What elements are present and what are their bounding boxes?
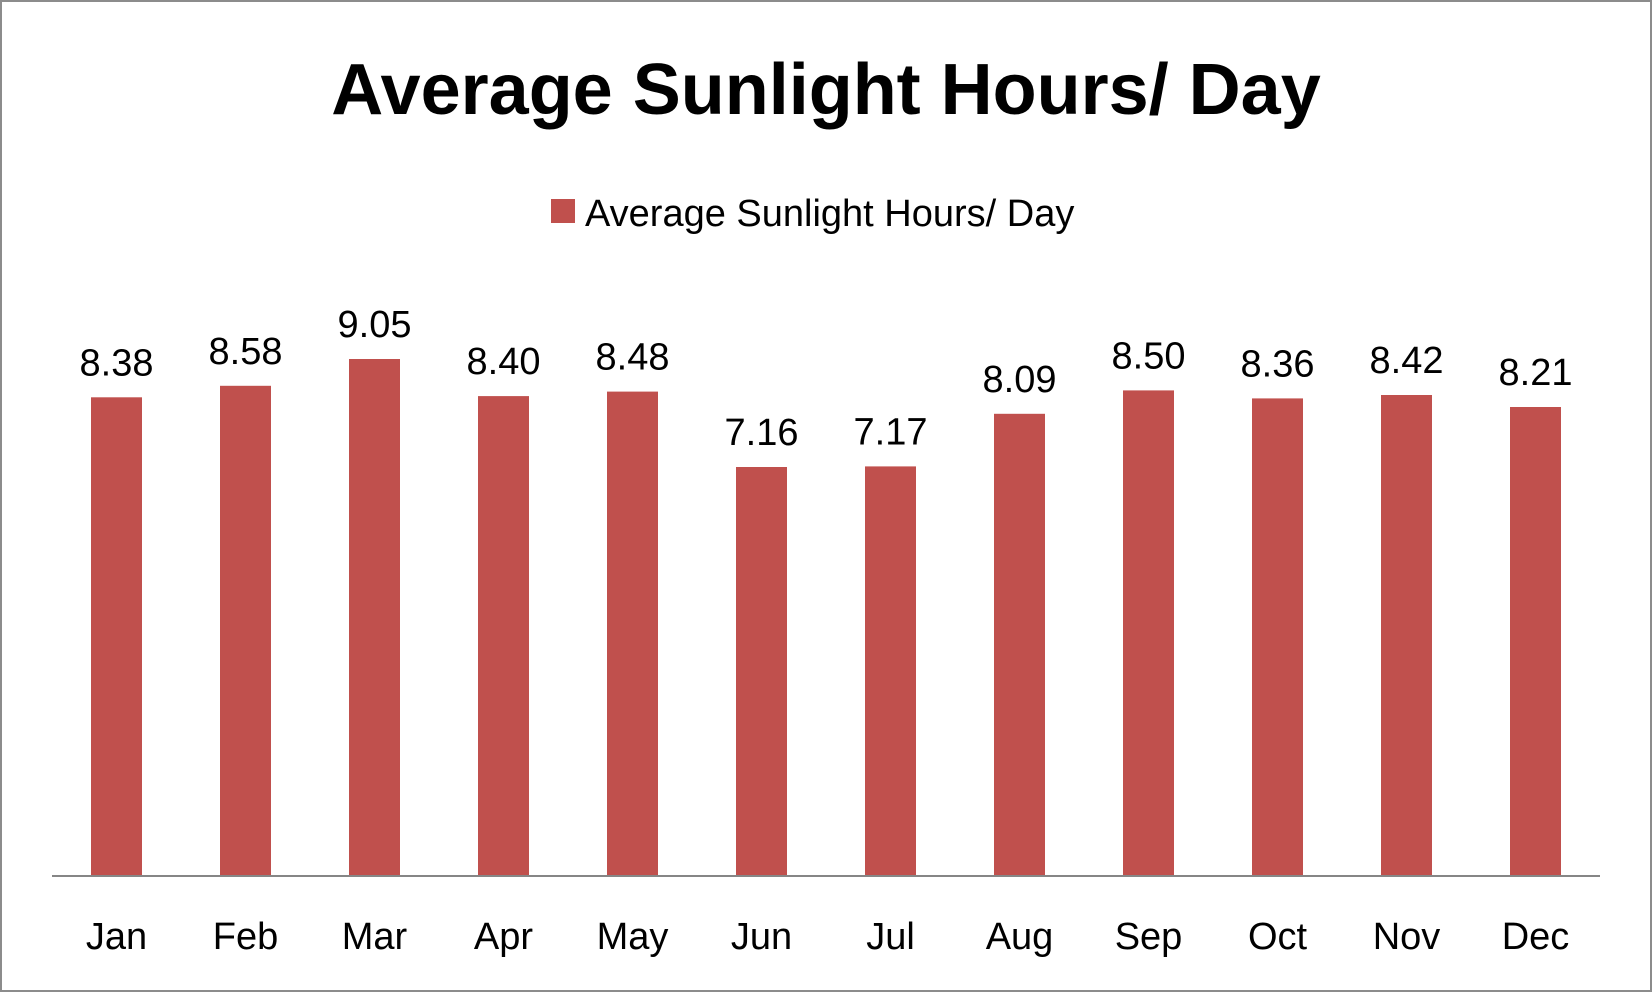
bar-feb (220, 385, 271, 876)
value-label-dec: 8.21 (1499, 352, 1573, 394)
value-label-aug: 8.09 (983, 359, 1057, 401)
value-label-sep: 8.50 (1112, 335, 1186, 377)
bars (91, 359, 1561, 876)
value-label-oct: 8.36 (1241, 343, 1315, 385)
bar-sep (1123, 390, 1174, 876)
legend-label: Average Sunlight Hours/ Day (585, 193, 1074, 235)
value-label-jun: 7.16 (725, 412, 799, 454)
bar-dec (1510, 407, 1561, 876)
value-labels: 8.38 8.58 9.05 8.40 8.48 7.16 7.17 8.09 8.50 8.36… (80, 304, 1573, 454)
x-tick-jun: Jun (731, 916, 792, 958)
value-label-feb: 8.58 (209, 331, 283, 373)
x-tick-mar: Mar (342, 916, 408, 958)
bar-may (607, 391, 658, 876)
x-tick-nov: Nov (1373, 916, 1441, 958)
x-tick-may: May (597, 916, 669, 958)
x-tick-jan: Jan (86, 916, 147, 958)
value-label-apr: 8.40 (467, 341, 541, 383)
value-label-nov: 8.42 (1370, 340, 1444, 382)
value-label-jul: 7.17 (854, 411, 928, 453)
bar-jun (736, 467, 787, 876)
x-tick-dec: Dec (1502, 916, 1570, 958)
x-tick-jul: Jul (866, 916, 915, 958)
bar-oct (1252, 398, 1303, 876)
bar-apr (478, 396, 529, 876)
value-label-jan: 8.38 (80, 342, 154, 384)
bar-aug (994, 413, 1045, 876)
value-label-may: 8.48 (596, 337, 670, 379)
bar-jul (865, 466, 916, 876)
value-label-mar: 9.05 (338, 304, 412, 346)
bar-jan (91, 397, 142, 876)
legend: Average Sunlight Hours/ Day (551, 193, 1074, 235)
chart-title: Average Sunlight Hours/ Day (331, 50, 1321, 130)
bar-nov (1381, 395, 1432, 876)
x-tick-aug: Aug (986, 916, 1054, 958)
x-tick-feb: Feb (213, 916, 278, 958)
legend-swatch (551, 199, 575, 223)
x-tick-sep: Sep (1115, 916, 1183, 958)
x-tick-apr: Apr (474, 916, 533, 958)
bar-mar (349, 359, 400, 876)
x-tick-oct: Oct (1248, 916, 1308, 958)
x-tick-labels: Jan Feb Mar Apr May Jun Jul Aug Sep Oct Nov Dec (86, 916, 1569, 958)
